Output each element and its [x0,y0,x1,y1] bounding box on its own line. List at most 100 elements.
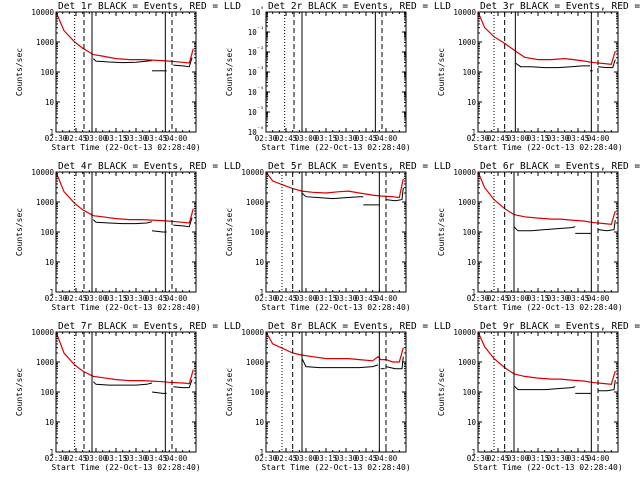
y-tick-label: 10000 [241,168,264,177]
series-events-segment-3 [597,220,616,232]
x-axis-label: Start Time (22-Oct-13 02:28:40) [261,463,410,472]
x-tick-label: 03:00 [295,134,318,143]
x-tick-label: 02:45 [487,454,510,463]
x-tick-label: 02:30 [45,134,68,143]
y-tick-label: 10 [467,98,477,107]
y-tick-label: 10 [45,98,55,107]
x-tick-label: 03:45 [145,454,168,463]
plot-frame [477,171,619,293]
x-tick-label: 02:45 [275,454,298,463]
x-tick-label: 04:00 [587,294,610,303]
y-tick-label: 10⁰ [251,6,264,17]
x-tick-label: 03:30 [125,134,148,143]
plot-frame [55,331,197,453]
x-tick-label: 03:15 [315,454,338,463]
y-tick-label: 10⁻¹ [248,26,264,37]
y-tick-label: 1000 [36,38,55,47]
x-axis-label: Start Time (22-Oct-13 02:28:40) [473,463,622,472]
y-tick-label: 1 [49,128,54,137]
x-tick-label: 03:45 [355,294,378,303]
series-events-segment-1 [92,219,153,225]
y-tick-label: 10⁻⁶ [248,126,264,137]
series-lld-segment-1 [266,332,404,363]
chart-title: Det 2r BLACK = Events, RED = LLD [268,1,451,12]
y-tick-label: 10000 [241,328,264,337]
y-tick-label: 1 [259,448,264,457]
chart-title: Det 4r BLACK = Events, RED = LLD [58,161,241,172]
y-tick-label: 1000 [246,198,265,207]
series-lld-segment-1 [56,172,194,224]
chart-title: Det 9r BLACK = Events, RED = LLD [480,321,640,332]
y-tick-label: 10⁻² [248,46,264,57]
x-tick-label: 03:15 [105,294,128,303]
x-tick-label: 03:15 [105,134,128,143]
chart-title: Det 5r BLACK = Events, RED = LLD [268,161,451,172]
y-tick-label: 1000 [458,198,477,207]
x-tick-label: 03:15 [315,134,338,143]
x-axis-label: Start Time (22-Oct-13 02:28:40) [51,303,200,312]
x-tick-label: 03:30 [125,294,148,303]
series-events-segment-3 [385,187,404,202]
series-events-segment-1 [513,385,576,391]
y-tick-label: 10 [467,258,477,267]
series-events-segment-2 [151,391,167,394]
y-tick-label: 1 [471,128,476,137]
x-axis-label: Start Time (22-Oct-13 02:28:40) [473,303,622,312]
y-tick-label: 100 [250,228,264,237]
series-events-segment-3 [173,379,193,389]
y-tick-label: 10⁻⁴ [248,86,264,97]
chart-title: Det 3r BLACK = Events, RED = LLD [480,1,640,12]
x-tick-label: 03:30 [335,134,358,143]
x-tick-label: 03:15 [315,294,338,303]
series-events-segment-1 [92,58,153,64]
x-tick-label: 02:45 [487,134,510,143]
y-tick-label: 1000 [36,358,55,367]
y-axis-label: Counts/sec [437,368,446,416]
x-tick-label: 03:30 [547,294,570,303]
plot-frame [477,331,619,453]
chart-title: Det 1r BLACK = Events, RED = LLD [58,1,241,12]
x-tick-label: 04:00 [587,454,610,463]
x-tick-label: 03:45 [567,294,590,303]
x-tick-label: 02:30 [467,294,490,303]
series-events-segment-3 [173,217,193,228]
y-tick-label: 1000 [458,38,477,47]
x-tick-label: 04:00 [375,134,398,143]
y-axis-label: Counts/sec [15,208,24,256]
y-tick-label: 10 [45,418,55,427]
y-tick-label: 1000 [36,198,55,207]
chart-panel-3: Det 3r BLACK = Events, RED = LLD 1 10 100 10… [437,1,640,152]
x-axis-label: Start Time (22-Oct-13 02:28:40) [473,143,622,152]
x-tick-label: 03:00 [295,454,318,463]
x-tick-label: 03:45 [145,294,168,303]
x-tick-label: 02:30 [255,134,278,143]
series-lld-segment-1 [56,332,194,385]
x-tick-label: 03:00 [507,294,530,303]
plot-frame [55,11,197,133]
x-tick-label: 03:30 [547,134,570,143]
x-tick-label: 03:30 [335,454,358,463]
x-tick-label: 02:30 [467,134,490,143]
y-tick-label: 100 [40,228,54,237]
x-tick-label: 03:00 [85,454,108,463]
x-tick-label: 04:00 [165,294,188,303]
x-tick-label: 02:45 [65,294,88,303]
series-events-segment-1 [92,381,153,386]
x-tick-label: 03:15 [527,454,550,463]
y-tick-label: 10000 [453,8,476,17]
x-tick-label: 03:15 [105,454,128,463]
x-tick-label: 04:00 [375,294,398,303]
chart-panel-1: Det 1r BLACK = Events, RED = LLD 1 10 100 10… [15,1,241,152]
x-tick-label: 03:00 [85,134,108,143]
plot-frame [477,11,619,133]
x-axis-label: Start Time (22-Oct-13 02:28:40) [261,303,410,312]
chart-panel-6: Det 6r BLACK = Events, RED = LLD 1 10 100 10… [437,161,640,312]
x-tick-label: 04:00 [587,134,610,143]
y-tick-label: 1000 [246,358,265,367]
series-events-segment-3 [597,59,616,69]
y-axis-label: Counts/sec [225,48,234,96]
y-axis-label: Counts/sec [15,368,24,416]
x-axis-label: Start Time (22-Oct-13 02:28:40) [51,463,200,472]
plot-frame [265,11,407,133]
